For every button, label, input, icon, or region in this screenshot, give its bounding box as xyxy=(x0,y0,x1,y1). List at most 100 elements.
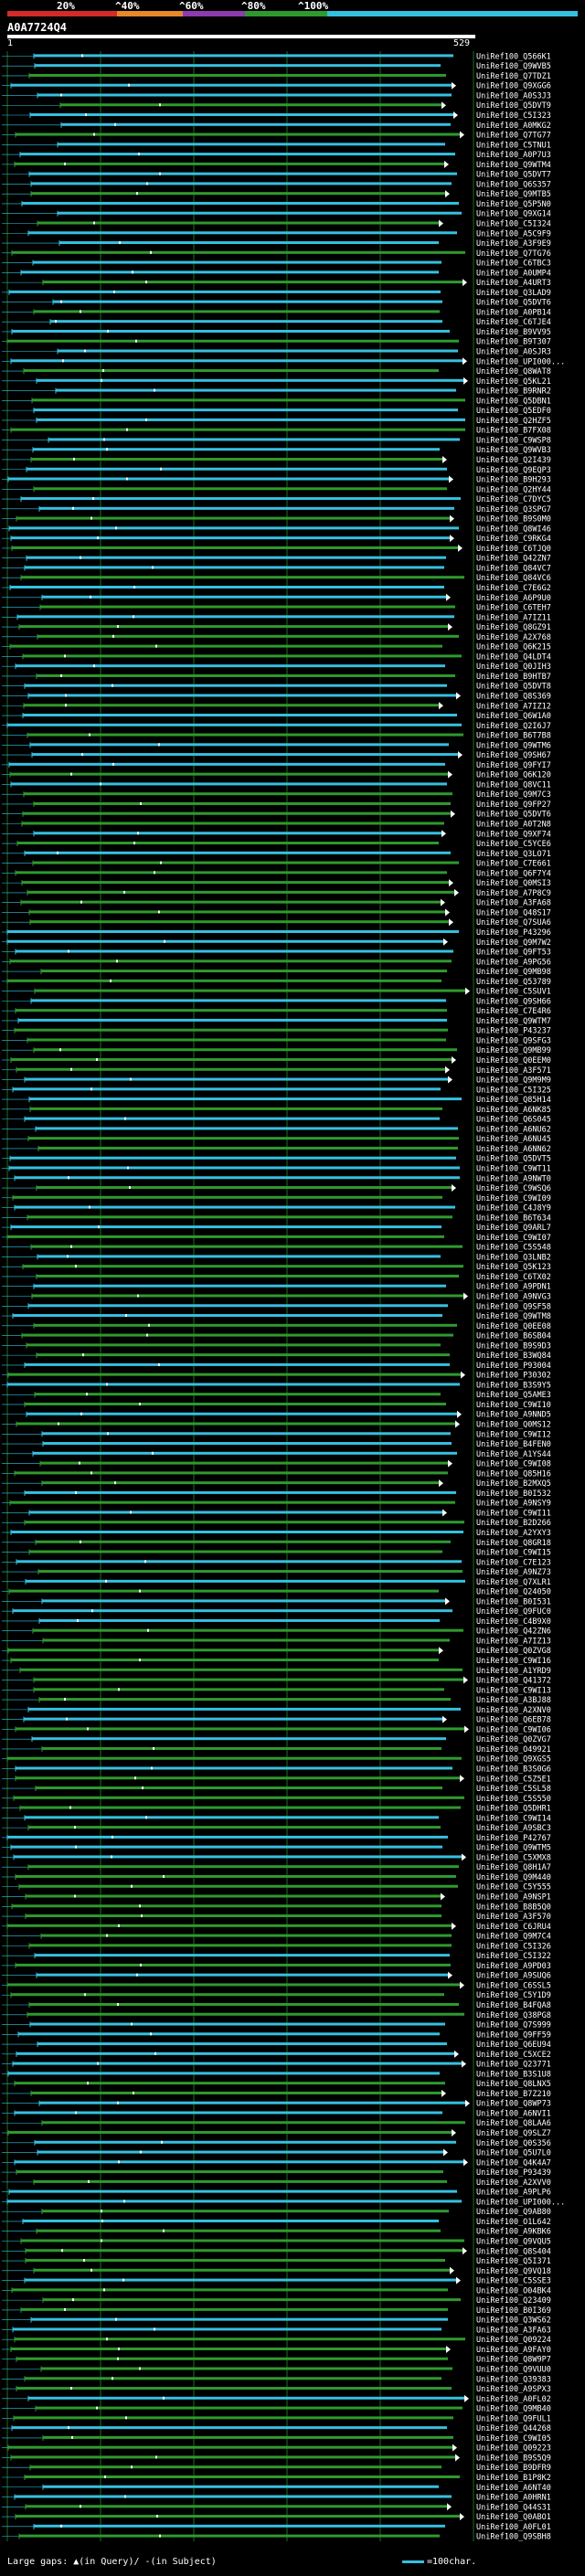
hit-row[interactable]: UniRef100_Q9AB80 xyxy=(2,2208,551,2217)
hit-row[interactable]: UniRef100_C5XMX8 xyxy=(2,1853,551,1862)
hit-label[interactable]: UniRef100_C7E661 xyxy=(476,860,551,869)
hit-label[interactable]: UniRef100_A0MKG2 xyxy=(476,122,551,131)
hit-bar[interactable] xyxy=(25,566,444,569)
hit-row[interactable]: UniRef100_Q3SPG7 xyxy=(2,505,551,514)
hit-label[interactable]: UniRef100_Q9XF74 xyxy=(476,830,551,839)
hit-label[interactable]: UniRef100_B9HTB7 xyxy=(476,673,551,682)
hit-label[interactable]: UniRef100_Q9SLZ7 xyxy=(476,2129,551,2138)
hit-row[interactable]: UniRef100_Q5DVT7 xyxy=(2,171,551,180)
hit-row[interactable]: UniRef100_B9S9D3 xyxy=(2,1341,551,1351)
hit-bar[interactable] xyxy=(33,260,441,264)
hit-label[interactable]: UniRef100_B9RNR2 xyxy=(476,387,551,397)
hit-bar[interactable] xyxy=(39,1618,440,1622)
hit-bar[interactable] xyxy=(43,281,463,284)
hit-bar[interactable] xyxy=(58,211,462,215)
hit-bar[interactable] xyxy=(23,811,451,815)
hit-label[interactable]: UniRef100_B3S9Y5 xyxy=(476,1381,551,1390)
hit-row[interactable]: UniRef100_Q6EU94 xyxy=(2,2041,551,2050)
hit-bar[interactable] xyxy=(16,516,450,520)
hit-label[interactable]: UniRef100_Q6F7Y4 xyxy=(476,869,551,878)
hit-bar[interactable] xyxy=(37,93,452,97)
hit-label[interactable]: UniRef100_Q0JIH3 xyxy=(476,663,551,672)
hit-row[interactable]: UniRef100_A1YRD9 xyxy=(2,1667,551,1676)
hit-label[interactable]: UniRef100_Q5P5N0 xyxy=(476,200,551,209)
hit-label[interactable]: UniRef100_B7Z210 xyxy=(476,2090,551,2099)
hit-row[interactable]: UniRef100_A2XVV0 xyxy=(2,2178,551,2188)
hit-label[interactable]: UniRef100_B3WQ84 xyxy=(476,1352,551,1361)
hit-row[interactable]: UniRef100_Q5AME3 xyxy=(2,1391,551,1400)
hit-label[interactable]: UniRef100_O1L642 xyxy=(476,2218,551,2227)
hit-bar[interactable] xyxy=(41,2367,452,2370)
hit-bar[interactable] xyxy=(29,73,446,77)
hit-row[interactable]: UniRef100_C9WI13 xyxy=(2,1686,551,1695)
hit-bar[interactable] xyxy=(29,2002,459,2006)
hit-row[interactable]: UniRef100_Q2HZF5 xyxy=(2,417,551,426)
hit-label[interactable]: UniRef100_C5Z5E1 xyxy=(476,1775,551,1784)
hit-row[interactable]: UniRef100_C9WI15 xyxy=(2,1549,551,1558)
hit-bar[interactable] xyxy=(21,2307,448,2311)
hit-row[interactable]: UniRef100_Q5DBN1 xyxy=(2,397,551,406)
hit-row[interactable]: UniRef100_A6P9U0 xyxy=(2,593,551,603)
hit-label[interactable]: UniRef100_Q9XG14 xyxy=(476,210,551,219)
hit-label[interactable]: UniRef100_A9PLP6 xyxy=(476,2189,551,2198)
hit-bar[interactable] xyxy=(37,1186,452,1190)
hit-label[interactable]: UniRef100_Q0S356 xyxy=(476,2139,551,2148)
hit-label[interactable]: UniRef100_Q9FP27 xyxy=(476,800,551,810)
hit-bar[interactable] xyxy=(30,1107,442,1110)
hit-row[interactable]: UniRef100_B3WQ84 xyxy=(2,1352,551,1361)
hit-row[interactable]: UniRef100_Q5DVT6 xyxy=(2,299,551,308)
hit-label[interactable]: UniRef100_Q5DVT7 xyxy=(476,171,551,180)
hit-row[interactable]: UniRef100_C5S550 xyxy=(2,1795,551,1804)
hit-bar[interactable] xyxy=(7,1924,452,1927)
hit-label[interactable]: UniRef100_A2X768 xyxy=(476,633,551,642)
hit-row[interactable]: UniRef100_Q5KL21 xyxy=(2,376,551,387)
hit-label[interactable]: UniRef100_P30302 xyxy=(476,1372,551,1381)
hit-label[interactable]: UniRef100_Q42ZN7 xyxy=(476,555,551,564)
hit-row[interactable]: UniRef100_Q0EE08 xyxy=(2,1322,551,1331)
hit-label[interactable]: UniRef100_Q8W9P7 xyxy=(476,2356,551,2365)
hit-bar[interactable] xyxy=(25,1402,446,1405)
hit-bar[interactable] xyxy=(19,2534,440,2538)
hit-row[interactable]: UniRef100_A3F9E9 xyxy=(2,239,551,249)
hit-label[interactable]: UniRef100_A9NND5 xyxy=(476,1411,551,1420)
hit-label[interactable]: UniRef100_Q5K123 xyxy=(476,1263,551,1272)
hit-label[interactable]: UniRef100_Q9FT53 xyxy=(476,949,551,958)
hit-bar[interactable] xyxy=(58,349,458,353)
hit-label[interactable]: UniRef100_Q9MB98 xyxy=(476,968,551,977)
hit-label[interactable]: UniRef100_B0I531 xyxy=(476,1597,551,1606)
hit-label[interactable]: UniRef100_B8B5Q0 xyxy=(476,1903,551,1912)
hit-bar[interactable] xyxy=(25,1816,439,1819)
hit-row[interactable]: UniRef100_C5TNU1 xyxy=(2,141,551,150)
hit-bar[interactable] xyxy=(43,2298,461,2302)
hit-bar[interactable] xyxy=(28,694,456,697)
hit-bar[interactable] xyxy=(9,526,459,530)
hit-bar[interactable] xyxy=(25,2475,460,2478)
hit-bar[interactable] xyxy=(38,1146,458,1150)
hit-row[interactable]: UniRef100_A2YXY3 xyxy=(2,1529,551,1538)
hit-label[interactable]: UniRef100_C7E123 xyxy=(476,1558,551,1567)
hit-label[interactable]: UniRef100_Q8LAA6 xyxy=(476,2119,551,2128)
hit-bar[interactable] xyxy=(28,1865,459,1869)
hit-label[interactable]: UniRef100_A1YRD9 xyxy=(476,1667,551,1676)
hit-bar[interactable] xyxy=(17,842,439,845)
hit-row[interactable]: UniRef100_Q8WI46 xyxy=(2,525,551,534)
hit-bar[interactable] xyxy=(25,1521,464,1524)
hit-row[interactable]: UniRef100_A9FAY0 xyxy=(2,2345,551,2355)
hit-row[interactable]: UniRef100_Q5K123 xyxy=(2,1263,551,1272)
hit-row[interactable]: UniRef100_A9NSP1 xyxy=(2,1892,551,1903)
hit-row[interactable]: UniRef100_C5SUV1 xyxy=(2,987,551,997)
hit-row[interactable]: UniRef100_Q8GR18 xyxy=(2,1539,551,1548)
hit-row[interactable]: UniRef100_Q9M7W2 xyxy=(2,938,551,948)
hit-row[interactable]: UniRef100_Q8LAA6 xyxy=(2,2119,551,2128)
hit-label[interactable]: UniRef100_Q5I371 xyxy=(476,2257,551,2266)
hit-bar[interactable] xyxy=(50,320,442,323)
hit-label[interactable]: UniRef100_Q9MTB5 xyxy=(476,190,551,199)
hit-bar[interactable] xyxy=(13,2062,462,2065)
hit-row[interactable]: UniRef100_A9SUQ6 xyxy=(2,1971,551,1981)
hit-bar[interactable] xyxy=(14,1855,462,1859)
hit-label[interactable]: UniRef100_A3FA63 xyxy=(476,2326,551,2335)
hit-bar[interactable] xyxy=(11,83,452,87)
hit-label[interactable]: UniRef100_C5Y1D9 xyxy=(476,1991,551,2000)
hit-bar[interactable] xyxy=(13,2327,441,2331)
hit-label[interactable]: UniRef100_Q5DBN1 xyxy=(476,397,551,406)
